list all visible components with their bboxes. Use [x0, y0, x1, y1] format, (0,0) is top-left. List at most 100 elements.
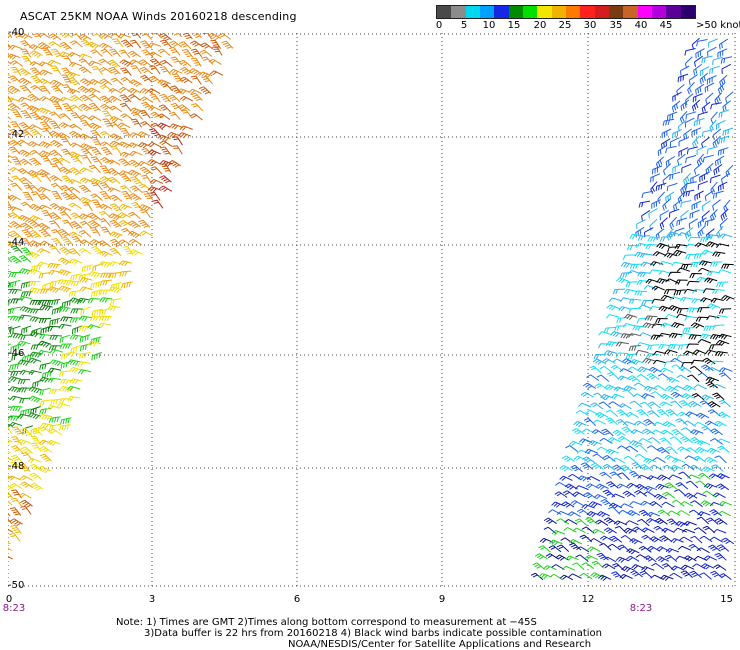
- wind-barb: [120, 67, 132, 76]
- wind-barb: [718, 573, 732, 580]
- wind-barb: [69, 104, 83, 112]
- wind-barb: [626, 482, 640, 489]
- wind-barb: [10, 66, 22, 76]
- wind-barb: [666, 182, 678, 192]
- wind-barb: [701, 425, 714, 434]
- wind-barb: [128, 93, 141, 101]
- wind-barb: [612, 358, 626, 364]
- wind-barb: [663, 289, 677, 295]
- wind-barb: [709, 334, 723, 340]
- wind-barb: [22, 182, 34, 192]
- wind-barb: [684, 227, 694, 239]
- wind-barb: [99, 33, 113, 40]
- wind-barb: [650, 391, 664, 398]
- wind-barb: [595, 519, 609, 526]
- wind-barb: [688, 509, 702, 517]
- wind-barb: [99, 218, 111, 227]
- wind-barb: [68, 167, 82, 176]
- wind-barb: [29, 67, 42, 76]
- wind-barb: [168, 46, 181, 56]
- wind-barb: [710, 111, 718, 125]
- wind-barb: [118, 141, 132, 149]
- wind-barb: [140, 121, 153, 129]
- wind-barb: [107, 59, 121, 68]
- wind-barb: [613, 386, 627, 392]
- wind-barb: [723, 199, 731, 213]
- wind-barb: [17, 359, 31, 366]
- wind-barb: [583, 492, 597, 499]
- wind-barb: [705, 376, 719, 383]
- wind-barb: [623, 288, 638, 295]
- wind-barb: [683, 173, 692, 186]
- wind-barb: [580, 391, 594, 398]
- wind-barb: [582, 456, 596, 464]
- wind-barb: [18, 314, 32, 320]
- wind-barb: [608, 506, 621, 515]
- wind-barb: [8, 88, 14, 95]
- wind-barb: [8, 176, 14, 183]
- wind-barb: [20, 110, 32, 119]
- wind-barb: [680, 570, 693, 578]
- wind-barb: [49, 348, 63, 354]
- wind-barb: [38, 228, 51, 238]
- wind-barb: [8, 254, 13, 263]
- wind-barb: [613, 520, 628, 526]
- wind-barb: [99, 95, 113, 104]
- wind-barb: [18, 268, 33, 275]
- wind-barb: [8, 71, 11, 79]
- wind-barb: [78, 58, 91, 67]
- wind-barb: [127, 50, 141, 58]
- wind-barb: [688, 543, 702, 552]
- wind-barb: [78, 273, 91, 281]
- wind-barb: [10, 343, 21, 353]
- wind-barb: [177, 88, 191, 95]
- wind-barb: [602, 563, 616, 570]
- wind-barb: [79, 196, 93, 205]
- wind-barb: [677, 446, 691, 453]
- wind-barb: [20, 291, 33, 297]
- wind-barb: [59, 334, 71, 344]
- wind-barb: [717, 411, 731, 419]
- wind-barb: [696, 440, 711, 446]
- wind-barb: [159, 93, 172, 103]
- wind-barb: [645, 243, 659, 250]
- wind-barb: [70, 344, 82, 354]
- wind-barb: [82, 201, 93, 212]
- wind-barb: [32, 379, 43, 389]
- wind-barb: [29, 61, 43, 67]
- wind-barb: [27, 251, 41, 259]
- wind-barb: [78, 315, 93, 322]
- wind-barb: [138, 204, 152, 212]
- wind-barb: [551, 501, 565, 508]
- map-title: ASCAT 25KM NOAA Winds 20160218 descendin…: [20, 10, 297, 23]
- wind-barb: [189, 33, 202, 39]
- wind-barb: [713, 164, 723, 176]
- wind-barb: [51, 306, 63, 315]
- wind-barb: [668, 305, 682, 312]
- wind-barb: [586, 476, 601, 482]
- wind-barb: [120, 77, 134, 85]
- wind-barb: [48, 389, 62, 395]
- wind-barb: [680, 501, 694, 507]
- wind-barb: [678, 400, 692, 408]
- wind-barb: [711, 288, 725, 295]
- wind-barb: [692, 288, 706, 294]
- wind-barb: [616, 483, 630, 489]
- wind-barb: [21, 55, 33, 65]
- wind-barb: [593, 494, 608, 500]
- wind-barb: [19, 40, 32, 49]
- wind-barb: [8, 515, 13, 525]
- wind-barb: [599, 543, 612, 551]
- notes: Note: 1) Times are GMT 2)Times along bot…: [116, 617, 602, 650]
- wind-barb: [61, 67, 73, 76]
- wind-barb: [601, 428, 614, 437]
- wind-barb: [683, 350, 697, 356]
- wind-barb: [28, 229, 42, 239]
- wind-barb: [138, 59, 152, 67]
- wind-barb: [673, 527, 687, 533]
- wind-barb: [18, 77, 32, 86]
- wind-barb: [714, 455, 727, 464]
- wind-barb: [28, 386, 42, 394]
- wind-barb: [582, 428, 596, 435]
- wind-barb: [91, 199, 103, 209]
